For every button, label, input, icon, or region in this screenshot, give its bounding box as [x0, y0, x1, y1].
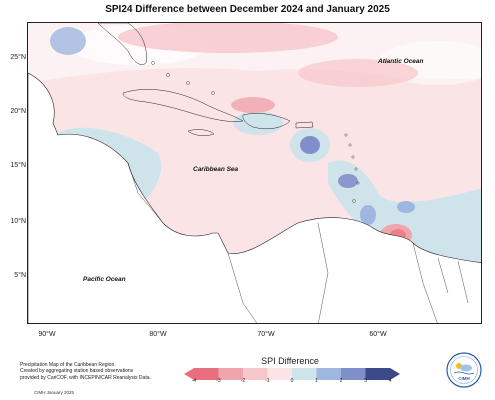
lon-tick-90w: 90°W — [38, 331, 56, 338]
legend-swatch-1-2 — [316, 368, 341, 380]
lon-tick-70w: 70°W — [257, 331, 275, 338]
legend-tick-0: 0 — [290, 378, 294, 384]
map-title: SPI24 Difference between December 2024 a… — [105, 4, 390, 15]
legend-swatch-gt-3 — [390, 368, 400, 380]
lat-tick-10n: 10°N — [10, 218, 26, 225]
map-credit: CIMH January 2025 — [34, 390, 75, 395]
lon-tick-60w: 60°W — [369, 331, 387, 338]
hispaniola-outline — [242, 113, 291, 129]
legend-tick-m1: -1 — [265, 378, 270, 384]
spi-dry-north — [118, 23, 338, 53]
description-line-2: Created by aggregating station based obs… — [20, 368, 134, 375]
spi-wet-hispaniola — [233, 111, 283, 135]
pacific-ocean-label: Pacific Ocean — [83, 276, 126, 283]
map-description: Precipitation Map of the Caribbean Regio… — [20, 362, 170, 381]
puertorico-outline — [295, 121, 314, 129]
atlantic-ocean-label: Atlantic Ocean — [377, 58, 424, 65]
cuba-outline — [122, 89, 244, 122]
legend-tick-2: 2 — [339, 378, 343, 384]
lat-tick-5n: 5°N — [14, 272, 26, 279]
spi-difference-map: Atlantic Ocean Caribbean Sea Pacific Oce… — [28, 23, 481, 323]
spi-wet-core-a — [300, 136, 320, 154]
cloud-icon — [460, 364, 472, 372]
description-line-1: Precipitation Map of the Caribbean Regio… — [20, 362, 116, 368]
lat-tick-15n: 15°N — [10, 162, 26, 169]
legend-swatch-2-3 — [341, 368, 366, 380]
legend-swatch-lt-3 — [184, 368, 194, 380]
spi-wet-core-b — [338, 174, 358, 188]
jamaica-outline — [187, 129, 215, 136]
legend-swatch-m4-m3 — [194, 368, 219, 380]
spi-dry-cuba — [231, 97, 275, 113]
legend-swatch-0-1 — [292, 368, 317, 380]
florida-outline — [97, 23, 147, 65]
wave-icon — [453, 371, 475, 375]
legend-colorbar — [184, 368, 400, 380]
legend-tick-m2: -2 — [240, 378, 246, 384]
legend-swatch-m2-m1 — [243, 368, 268, 380]
legend-swatch-3-4 — [365, 368, 390, 380]
legend-title: SPI Difference — [261, 356, 319, 366]
caribbean-sea-label: Caribbean Sea — [193, 166, 239, 173]
lat-tick-25n: 25°N — [10, 54, 26, 61]
legend-tick-4: 4 — [388, 378, 392, 384]
spi-wet-core-c — [397, 201, 415, 213]
legend-tick-1: 1 — [315, 378, 318, 384]
legend-tick-m4: -4 — [191, 378, 197, 384]
lat-tick-20n: 20°N — [10, 108, 26, 115]
legend-swatch-m3-m2 — [218, 368, 243, 380]
legend-tick-m3: -3 — [216, 378, 221, 384]
logo-text: CIMH — [458, 376, 470, 381]
legend-tick-3: 3 — [364, 378, 367, 384]
map-panel: Atlantic Ocean Caribbean Sea Pacific Oce… — [27, 22, 482, 324]
spi-dry-atlantic — [298, 59, 418, 87]
spi-wet-gulf — [50, 27, 86, 55]
cimh-logo: CIMH — [446, 352, 482, 388]
spi-wet-core-d — [360, 205, 376, 225]
lon-tick-80w: 80°W — [149, 331, 167, 338]
description-line-3: provided by CariCOF, with INCEPIN/CAR Re… — [20, 374, 151, 381]
legend-swatch-m1-0 — [267, 368, 292, 380]
